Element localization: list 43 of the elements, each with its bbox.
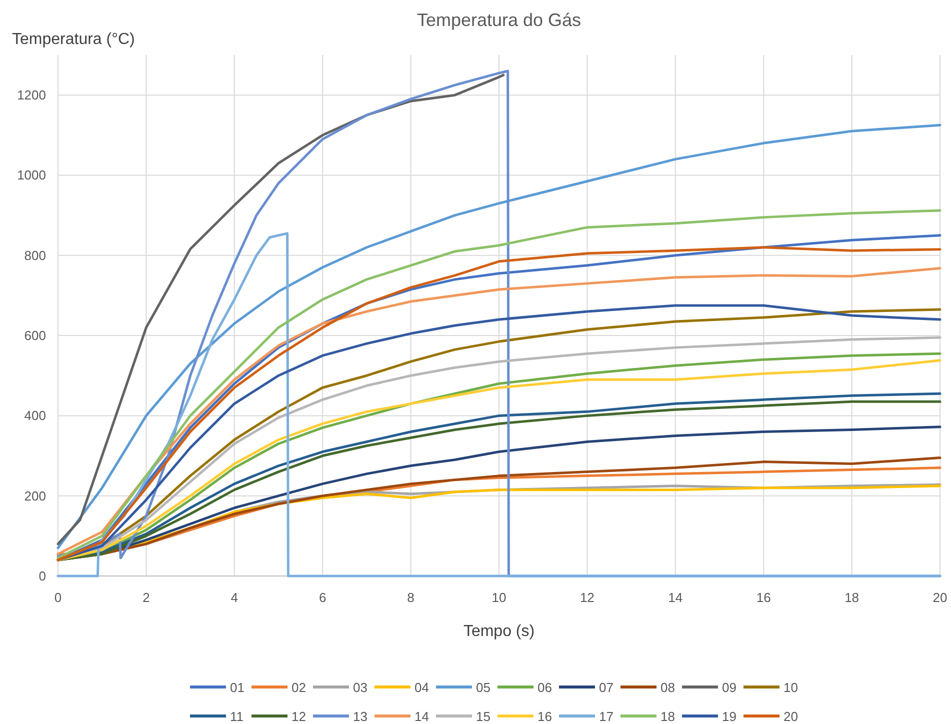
x-tick-label: 20 <box>932 590 948 605</box>
x-tick-label: 6 <box>318 590 326 605</box>
y-axis-title: Temperatura (°C) <box>12 31 135 48</box>
y-tick-label: 800 <box>24 248 46 263</box>
legend-label: 10 <box>784 680 798 695</box>
x-axis-title: Tempo (s) <box>463 623 535 640</box>
x-tick-label: 2 <box>142 590 150 605</box>
legend-label: 11 <box>230 709 244 724</box>
legend-label: 01 <box>230 680 244 695</box>
legend-label: 04 <box>414 680 429 695</box>
legend-label: 07 <box>599 680 614 695</box>
chart-title: Temperatura do Gás <box>416 10 582 30</box>
legend-label: 15 <box>476 709 490 724</box>
legend-label: 05 <box>476 680 490 695</box>
legend-label: 06 <box>538 680 552 695</box>
y-tick-label: 1200 <box>17 88 46 103</box>
line-series <box>56 74 505 546</box>
legend-label: 16 <box>538 709 552 724</box>
x-tick-label: 0 <box>54 590 62 605</box>
x-tick-label: 14 <box>668 590 683 605</box>
y-tick-label: 400 <box>24 408 46 424</box>
y-tick-label: 200 <box>24 488 46 504</box>
line-series <box>56 124 942 550</box>
legend-label: 02 <box>292 680 306 695</box>
legend-label: 18 <box>660 709 675 724</box>
x-tick-label: 8 <box>407 590 414 605</box>
x-tick-label: 4 <box>230 590 238 605</box>
legend-label: 03 <box>353 680 368 695</box>
legend-label: 12 <box>292 709 306 724</box>
legend-label: 08 <box>660 680 675 695</box>
legend-label: 19 <box>722 709 736 724</box>
x-tick-label: 16 <box>756 590 771 605</box>
y-tick-label: 0 <box>38 568 46 584</box>
x-tick-label: 18 <box>844 590 860 605</box>
legend-label: 14 <box>414 709 429 724</box>
x-tick-label: 12 <box>580 590 594 605</box>
legend-label: 09 <box>722 680 736 695</box>
legend-label: 17 <box>599 709 614 724</box>
legend-label: 20 <box>784 709 798 724</box>
x-tick-label: 10 <box>492 590 506 605</box>
legend-label: 13 <box>353 709 368 724</box>
y-tick-label: 600 <box>24 328 46 344</box>
y-tick-label: 1000 <box>17 168 46 183</box>
